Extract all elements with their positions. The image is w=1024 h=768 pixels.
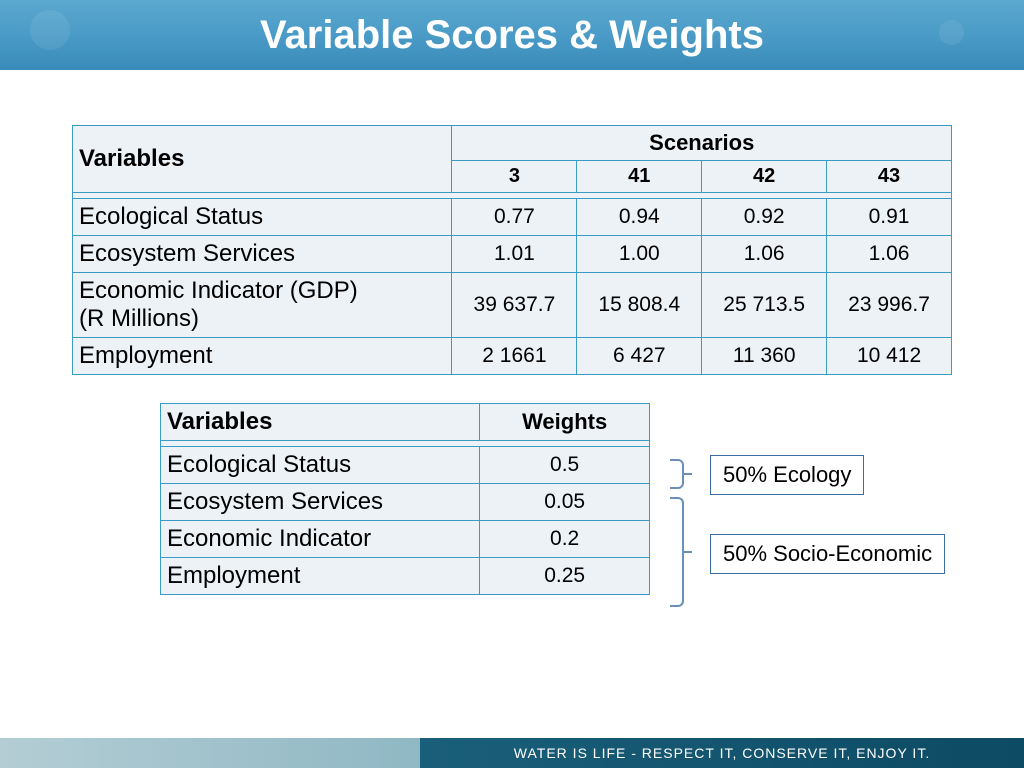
cell-value: 0.5 — [480, 447, 650, 484]
footer-tagline: WATER IS LIFE - RESPECT IT, CONSERVE IT,… — [420, 738, 1024, 768]
title-bar: Variable Scores & Weights — [0, 0, 1024, 70]
table-header-row: Variables Weights — [161, 404, 650, 441]
row-label: Employment — [161, 558, 480, 595]
cell-value: 1.01 — [452, 236, 577, 273]
scenario-col: 41 — [577, 161, 702, 193]
scenario-col: 3 — [452, 161, 577, 193]
bracket-icon — [670, 497, 684, 607]
table-row: Economic Indicator 0.2 — [161, 521, 650, 558]
table-row: Ecosystem Services 0.05 — [161, 484, 650, 521]
variables-header: Variables — [161, 404, 480, 441]
weights-header: Weights — [480, 404, 650, 441]
table-row: Economic Indicator (GDP)(R Millions) 39 … — [73, 273, 952, 338]
cell-value: 2 1661 — [452, 338, 577, 375]
cell-value: 0.25 — [480, 558, 650, 595]
table-row: Employment 0.25 — [161, 558, 650, 595]
socio-label: 50% Socio-Economic — [710, 534, 945, 574]
table-row: Ecological Status 0.5 — [161, 447, 650, 484]
scenarios-header: Scenarios — [452, 126, 952, 161]
cell-value: 1.00 — [577, 236, 702, 273]
cell-value: 0.92 — [702, 199, 827, 236]
row-label: Economic Indicator — [161, 521, 480, 558]
footer-bar: WATER IS LIFE - RESPECT IT, CONSERVE IT,… — [0, 738, 1024, 768]
scores-table: Variables Scenarios 3 41 42 43 Ecologica… — [72, 125, 952, 375]
cell-value: 10 412 — [827, 338, 952, 375]
cell-value: 25 713.5 — [702, 273, 827, 338]
cell-value: 11 360 — [702, 338, 827, 375]
cell-value: 15 808.4 — [577, 273, 702, 338]
cell-value: 23 996.7 — [827, 273, 952, 338]
bracket-icon — [670, 459, 684, 489]
row-label: Ecosystem Services — [73, 236, 452, 273]
table-row: Ecosystem Services 1.01 1.00 1.06 1.06 — [73, 236, 952, 273]
weights-table: Variables Weights Ecological Status 0.5 … — [160, 403, 650, 595]
variables-header: Variables — [73, 126, 452, 193]
row-label: Economic Indicator (GDP)(R Millions) — [73, 273, 452, 338]
cell-value: 1.06 — [827, 236, 952, 273]
row-label: Ecological Status — [161, 447, 480, 484]
cell-value: 0.94 — [577, 199, 702, 236]
ecology-label: 50% Ecology — [710, 455, 864, 495]
bottom-area: Variables Weights Ecological Status 0.5 … — [60, 403, 964, 595]
page-title: Variable Scores & Weights — [260, 13, 764, 58]
content-area: Variables Scenarios 3 41 42 43 Ecologica… — [0, 70, 1024, 595]
cell-value: 6 427 — [577, 338, 702, 375]
row-label: Employment — [73, 338, 452, 375]
table-row: Ecological Status 0.77 0.94 0.92 0.91 — [73, 199, 952, 236]
table-header-row: Variables Scenarios — [73, 126, 952, 161]
cell-value: 0.2 — [480, 521, 650, 558]
cell-value: 0.77 — [452, 199, 577, 236]
cell-value: 0.05 — [480, 484, 650, 521]
row-label: Ecological Status — [73, 199, 452, 236]
scenario-col: 42 — [702, 161, 827, 193]
footer-left-accent — [0, 738, 420, 768]
row-label: Ecosystem Services — [161, 484, 480, 521]
scenario-col: 43 — [827, 161, 952, 193]
cell-value: 1.06 — [702, 236, 827, 273]
cell-value: 0.91 — [827, 199, 952, 236]
cell-value: 39 637.7 — [452, 273, 577, 338]
table-row: Employment 2 1661 6 427 11 360 10 412 — [73, 338, 952, 375]
